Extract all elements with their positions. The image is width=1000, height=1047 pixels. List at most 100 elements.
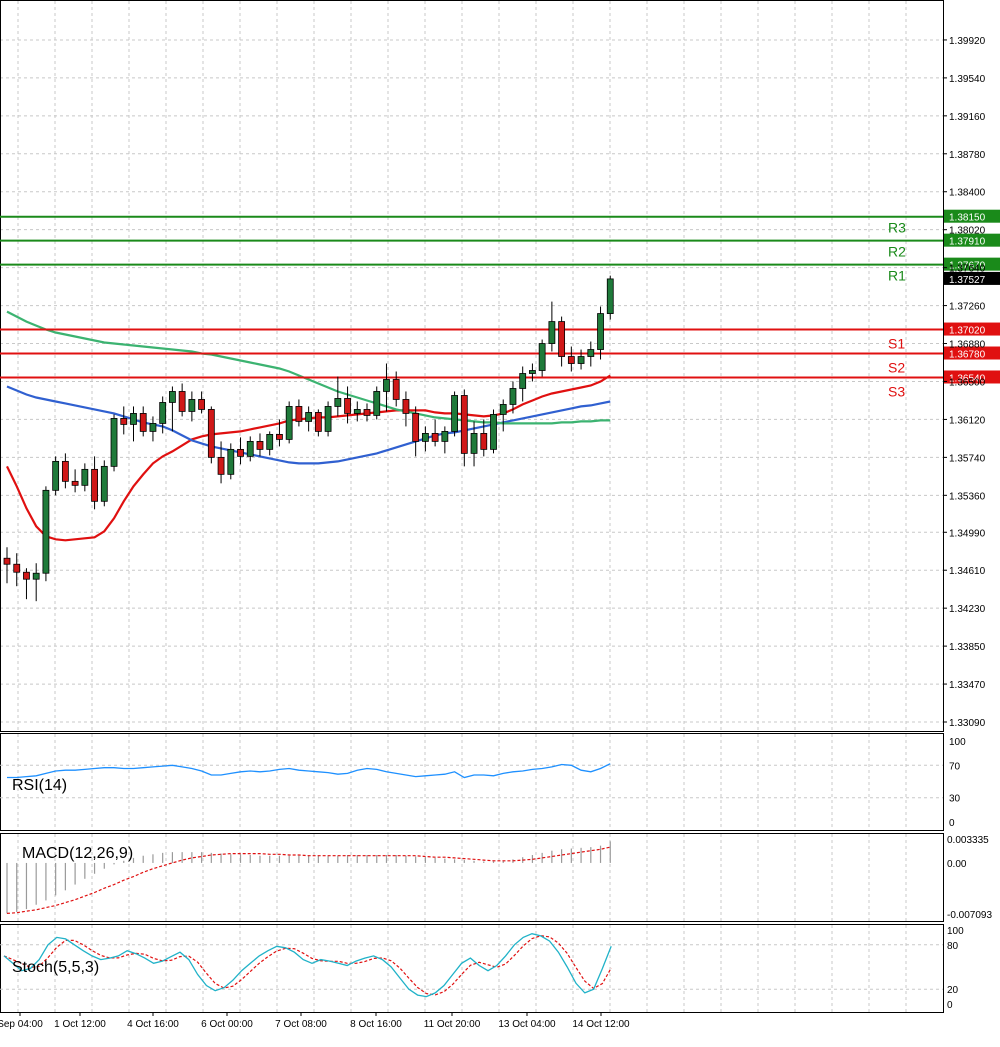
candle-body [314,412,322,432]
stoch-panel-frame [0,924,944,1013]
stoch-tick-label: 20 [947,985,959,996]
stoch-tick-label: 100 [947,926,964,937]
candle-body [295,406,303,422]
candle-body [13,563,21,573]
rsi-tick-label: 100 [949,737,966,748]
stoch-signal-line [3,935,612,996]
candle-body [52,460,60,491]
price-tick-label: 1.39160 [949,112,986,123]
candle-body [149,423,157,432]
candle-body [237,448,244,457]
candle-body [509,388,517,405]
price-panel-frame [0,0,944,732]
candle-body [499,404,507,415]
candle-body [227,448,235,475]
candle-body [246,440,254,457]
candle-body [266,434,274,450]
candle-body [451,395,458,432]
candle-body [188,399,196,412]
candle-body [178,391,186,412]
candle-body [538,343,546,371]
candle-body [567,356,575,364]
price-axis: 1.39920 1.39540 1.39160 1.38780 1.38400 1.380… [943,36,1000,729]
rsi-tick-label: 0 [949,818,955,829]
candle-body [32,572,40,580]
price-tick-label: 1.36500 [949,377,986,388]
macd-tick-label: 0.003335 [947,835,989,846]
moving-average-1 [6,385,611,465]
candle-body [120,418,128,425]
candle-body [91,468,98,502]
level-price-label-R2: 1.37910 [949,237,986,248]
macd-tick-label: -0.007093 [947,910,992,921]
candle-body [169,391,176,403]
level-name-S1: S1 [888,336,905,352]
candle-body [139,413,147,432]
level-name-R3: R3 [888,220,906,236]
level-price-label-S3: 1.36540 [949,373,986,384]
price-tick-label: 1.38020 [949,226,986,237]
candle-body [198,399,206,410]
stoch-main-line [3,933,612,998]
stoch-label: Stoch(5,5,3) [12,959,99,976]
candle-body [81,468,89,486]
time-axis-label: 4 Oct 16:00 [127,1019,179,1030]
candle-body [23,571,30,580]
rsi-panel-frame [0,733,944,831]
time-axis-label: Sep 04:00 [0,1019,43,1030]
price-tick-label: 1.34610 [949,566,986,577]
rsi-tick-label: 70 [949,761,961,772]
time-axis-label: 13 Oct 04:00 [498,1019,556,1030]
candle-body [305,412,313,422]
level-price-tag-R1 [944,257,1000,271]
candles [3,275,614,602]
price-tick-label: 1.39920 [949,36,986,47]
level-price-tag-R3 [944,209,1000,223]
candle-body [100,465,108,502]
time-axis-label: 1 Oct 12:00 [54,1019,106,1030]
candle-body [110,418,118,467]
candle-body [606,278,614,314]
candle-body [344,398,351,414]
level-price-tag-S1 [944,322,1000,336]
level-name-S3: S3 [888,383,905,399]
pivot-levels: R3 1.38150 R2 1.37910 R1 1.37670 S1 1.37020 S2 1.… [0,209,1000,399]
candle-body [460,395,468,454]
candle-body [285,406,293,440]
candle-body [61,460,69,482]
current-price-label: 1.37527 [949,275,986,286]
price-tick-label: 1.39540 [949,74,986,85]
candle-body [480,433,488,450]
time-axis-label: 7 Oct 08:00 [275,1019,327,1030]
rsi-label: RSI(14) [12,777,67,794]
level-price-label-S1: 1.37020 [949,326,986,337]
level-price-tag-S2 [944,346,1000,360]
price-tick-label: 1.35360 [949,491,986,502]
price-tick-label: 1.34990 [949,528,986,539]
candle-body [412,413,420,442]
candle-body [276,434,283,440]
candle-body [490,414,497,450]
time-axis-label: 8 Oct 16:00 [350,1019,402,1030]
price-tick-label: 1.33850 [949,642,986,653]
price-tick-label: 1.37640 [949,264,986,275]
candle-body [431,433,439,442]
macd-tick-label: 0.00 [947,859,967,870]
stochastic-panel: 100 80 20 0 Stoch(5,5,3) [0,926,964,1011]
candle-body [42,489,50,574]
candle-body [256,440,264,450]
candle-body [363,409,371,416]
candle-body [324,406,332,432]
current-price-tag [944,271,1000,285]
candle-body [207,409,215,458]
price-tick-label: 1.38400 [949,188,986,199]
stoch-tick-label: 80 [947,941,959,952]
level-name-R1: R1 [888,268,906,284]
macd-signal-line [6,846,611,914]
macd-label: MACD(12,26,9) [22,845,133,862]
macd-panel: 0.003335 0.00 -0.007093 MACD(12,26,9) [6,835,992,921]
level-name-S2: S2 [888,360,905,376]
candle-body [548,321,556,344]
candle-body [159,402,167,424]
